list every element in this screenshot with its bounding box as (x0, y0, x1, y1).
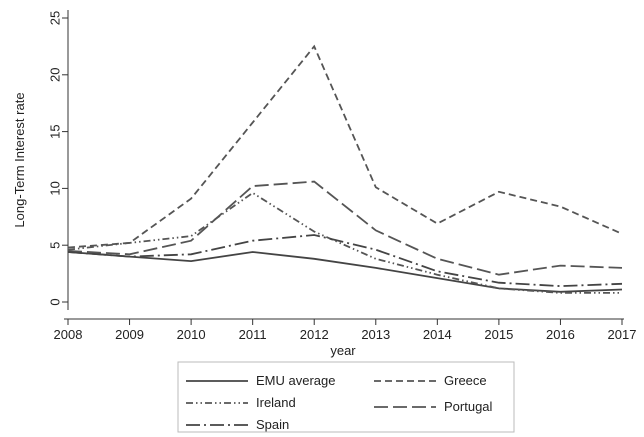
y-tick-label-15: 15 (47, 124, 62, 138)
x-tick-label-2015: 2015 (484, 327, 513, 342)
y-tick-label-10: 10 (47, 181, 62, 195)
x-tick-label-2016: 2016 (546, 327, 575, 342)
x-tick-label-2008: 2008 (54, 327, 83, 342)
x-tick-label-2012: 2012 (300, 327, 329, 342)
x-axis-title: year (330, 343, 356, 358)
y-tick-label-5: 5 (47, 242, 62, 249)
series-line-portugal (67, 180, 623, 276)
x-tick-label-2010: 2010 (177, 327, 206, 342)
legend-label-greece: Greece (444, 373, 487, 388)
x-tick-label-2017: 2017 (608, 327, 637, 342)
axes: 0 5 10 15 20 25 2008 2009 2010 2011 2012 2013 2014 20… (47, 10, 636, 342)
x-tick-label-2011: 2011 (239, 327, 267, 342)
legend-box (177, 361, 515, 433)
series-line-emu-average (67, 251, 623, 293)
x-tick-label-2013: 2013 (361, 327, 390, 342)
x-tick-label-2014: 2014 (423, 327, 452, 342)
y-axis-title: Long-Term Interest rate (12, 92, 27, 227)
y-tick-label-0: 0 (47, 298, 62, 305)
legend-label-spain: Spain (256, 417, 289, 432)
legend-label-ireland: Ireland (256, 395, 296, 410)
y-tick-label-25: 25 (47, 11, 62, 25)
x-tick-label-2009: 2009 (115, 327, 144, 342)
series-line-spain (67, 234, 623, 288)
legend-label-portugal: Portugal (444, 399, 493, 414)
series-line-ireland (67, 191, 622, 294)
legend: EMU average Greece Ireland Portugal Spain (177, 361, 515, 433)
legend-label-emu-average: EMU average (256, 373, 335, 388)
series-line-greece (67, 44, 623, 249)
y-tick-label-20: 20 (47, 68, 62, 82)
series-layer (67, 44, 623, 294)
